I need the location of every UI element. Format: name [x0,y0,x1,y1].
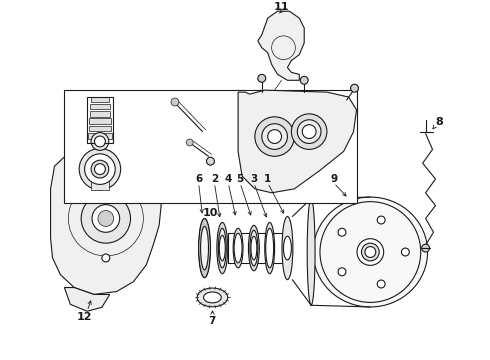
Ellipse shape [233,228,243,268]
Circle shape [186,139,193,146]
Circle shape [268,130,282,143]
Bar [89,118,111,124]
Text: 9: 9 [330,174,338,184]
Circle shape [302,125,316,139]
Circle shape [338,228,346,236]
Polygon shape [64,288,110,311]
Ellipse shape [203,292,221,303]
Circle shape [95,164,105,175]
Ellipse shape [200,226,208,270]
Ellipse shape [265,222,274,274]
Bar [89,126,111,131]
Circle shape [258,75,266,82]
Text: 3: 3 [250,174,258,184]
Circle shape [85,154,115,184]
Circle shape [102,175,110,183]
Bar [87,97,113,143]
Circle shape [292,114,327,149]
Text: 10: 10 [203,208,218,217]
Circle shape [357,239,384,265]
Polygon shape [50,143,161,294]
Ellipse shape [250,230,258,266]
Text: 11: 11 [274,2,289,12]
Circle shape [102,254,110,262]
Bar [91,96,109,102]
Circle shape [422,244,430,252]
Text: 2: 2 [211,174,218,184]
Circle shape [79,148,121,190]
Circle shape [338,268,346,276]
Circle shape [262,124,288,149]
Bar [64,90,357,203]
Circle shape [351,84,359,92]
Ellipse shape [198,219,211,278]
Circle shape [92,204,120,232]
Circle shape [91,132,109,150]
Bar [88,133,112,139]
Ellipse shape [284,236,292,260]
Ellipse shape [234,233,242,263]
Text: 5: 5 [237,174,244,184]
Text: 6: 6 [195,174,202,184]
Bar [90,104,110,109]
Text: 8: 8 [436,117,443,127]
Circle shape [98,211,114,226]
Ellipse shape [313,197,428,307]
Circle shape [297,120,321,143]
Bar [90,111,110,117]
Text: 7: 7 [209,316,216,326]
Circle shape [255,117,294,156]
Ellipse shape [248,225,259,271]
Ellipse shape [266,228,273,268]
Text: 4: 4 [224,174,232,184]
Polygon shape [238,90,357,193]
Circle shape [81,194,130,243]
Ellipse shape [197,288,228,307]
Circle shape [95,136,105,147]
Circle shape [377,280,385,288]
Text: 12: 12 [76,312,92,322]
Ellipse shape [282,216,293,280]
Circle shape [365,247,376,257]
Ellipse shape [217,222,228,274]
Circle shape [300,76,308,84]
Ellipse shape [307,199,315,305]
Bar [91,178,109,190]
Circle shape [362,243,379,261]
Circle shape [171,98,179,106]
Circle shape [377,216,385,224]
Ellipse shape [219,228,226,268]
Ellipse shape [220,235,225,261]
Polygon shape [258,11,304,80]
Circle shape [401,248,409,256]
Circle shape [91,160,109,178]
Circle shape [206,157,215,165]
Text: 1: 1 [264,174,271,184]
Ellipse shape [251,236,257,260]
